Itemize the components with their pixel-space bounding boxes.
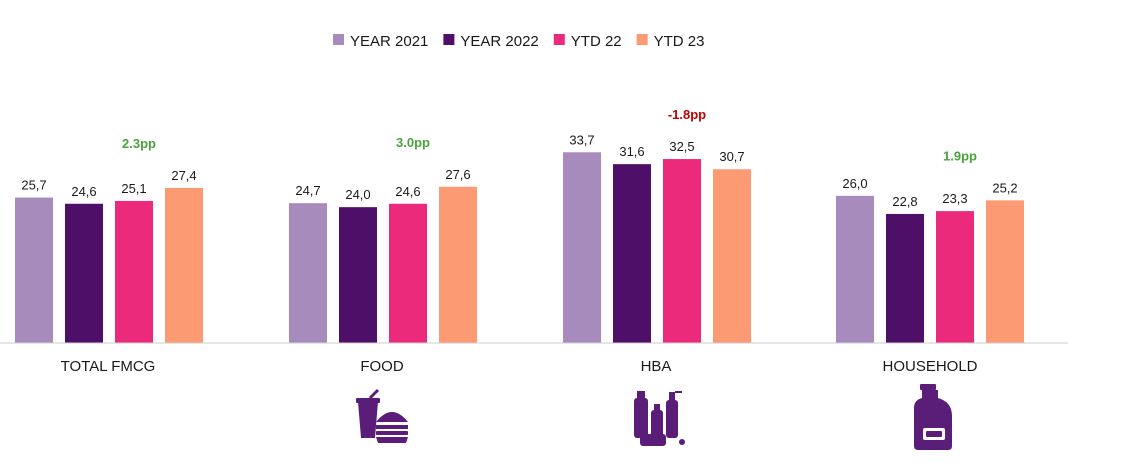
- bar-hba-ytd-22: [663, 159, 701, 343]
- value-label-total-fmcg-ytd-22: 25,1: [121, 181, 146, 196]
- legend-swatch-ytd-22: [553, 34, 565, 45]
- category-label-household: HOUSEHOLD: [882, 358, 977, 375]
- value-label-hba-ytd-22: 32,5: [669, 139, 694, 154]
- bar-total-fmcg-ytd-23: [165, 187, 203, 343]
- bar-food-ytd-23: [439, 186, 477, 343]
- category-label-total-fmcg: TOTAL FMCG: [61, 358, 156, 375]
- value-label-food-ytd-23: 27,6: [445, 167, 470, 182]
- value-label-household-ytd-22: 23,3: [942, 191, 967, 206]
- value-label-food-ytd-22: 24,6: [395, 184, 420, 199]
- bar-hba-year-2022: [613, 164, 651, 343]
- bar-household-ytd-22: [936, 211, 974, 343]
- value-label-total-fmcg-year-2022: 24,6: [71, 184, 96, 199]
- value-label-hba-ytd-23: 30,7: [719, 149, 744, 164]
- bar-total-fmcg-year-2022: [65, 203, 103, 343]
- value-label-household-year-2021: 26,0: [842, 176, 867, 191]
- value-label-food-year-2021: 24,7: [295, 183, 320, 198]
- bar-food-ytd-22: [389, 203, 427, 343]
- bar-household-year-2022: [886, 213, 924, 343]
- category-label-food: FOOD: [360, 358, 403, 375]
- hba-icon: [634, 391, 685, 446]
- legend-label-year-2022: YEAR 2022: [460, 33, 538, 50]
- legend-swatch-ytd-23: [636, 34, 648, 45]
- value-label-total-fmcg-year-2021: 25,7: [21, 178, 46, 193]
- legend-label-ytd-22: YTD 22: [571, 33, 622, 50]
- food-icon: [356, 388, 408, 443]
- annotations: 2.3pp 3.0pp -1.8pp 1.9pp: [122, 107, 977, 163]
- legend-label-year-2021: YEAR 2021: [350, 33, 428, 50]
- bars: [15, 152, 1024, 343]
- category-label-hba: HBA: [641, 358, 672, 375]
- value-labels: 25,7 24,6 25,1 27,4 24,7 24,0 24,6 27,6 33,7 31,6…: [21, 132, 1017, 209]
- bar-household-year-2021: [836, 195, 874, 343]
- legend: YEAR 2021 YEAR 2022 YTD 22 YTD 23: [333, 33, 705, 50]
- delta-annotation-household: 1.9pp: [943, 148, 977, 163]
- value-label-hba-year-2022: 31,6: [619, 144, 644, 159]
- delta-annotation-total-fmcg: 2.3pp: [122, 136, 156, 151]
- legend-swatch-year-2022: [443, 34, 455, 45]
- value-label-household-ytd-23: 25,2: [992, 180, 1017, 195]
- legend-label-ytd-23: YTD 23: [654, 33, 705, 50]
- category-labels: TOTAL FMCG FOOD HBA HOUSEHOLD: [61, 358, 978, 375]
- value-label-household-year-2022: 22,8: [892, 194, 917, 209]
- legend-swatch-year-2021: [333, 34, 344, 45]
- bar-hba-ytd-23: [713, 169, 751, 343]
- bar-total-fmcg-ytd-22: [115, 200, 153, 343]
- delta-annotation-hba: -1.8pp: [668, 107, 706, 122]
- delta-annotation-food: 3.0pp: [396, 135, 430, 150]
- value-label-hba-year-2021: 33,7: [569, 132, 594, 147]
- value-label-total-fmcg-ytd-23: 27,4: [171, 168, 196, 183]
- bar-household-ytd-23: [986, 200, 1024, 343]
- bar-food-year-2021: [289, 203, 327, 343]
- value-label-food-year-2022: 24,0: [345, 187, 370, 202]
- category-icons: [356, 384, 952, 450]
- bar-total-fmcg-year-2021: [15, 197, 53, 343]
- bar-hba-year-2021: [563, 152, 601, 343]
- household-icon: [914, 384, 952, 450]
- bar-food-year-2022: [339, 207, 377, 343]
